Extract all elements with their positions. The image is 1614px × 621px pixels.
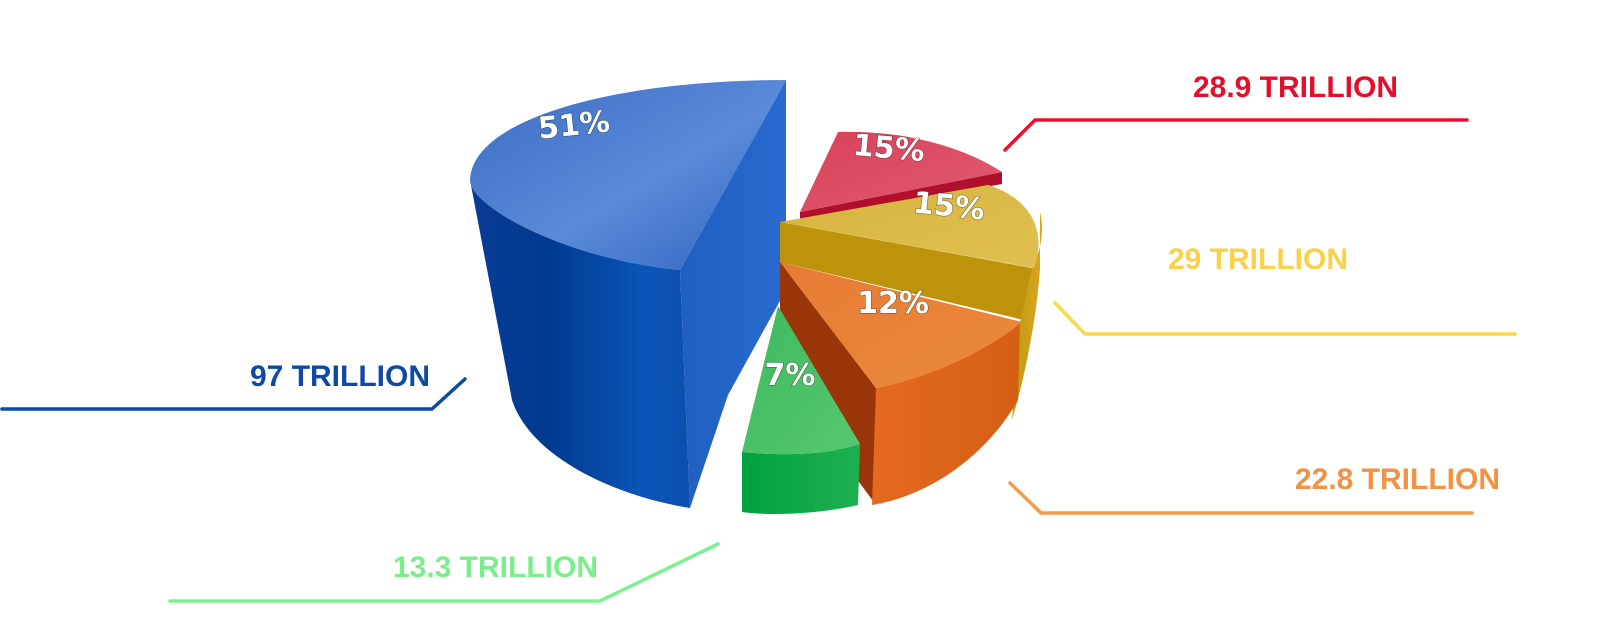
slice-orange-percent: 12% xyxy=(857,286,929,321)
orange-value-label: 22.8 TRILLION xyxy=(1295,463,1500,496)
blue-value-label: 97 TRILLION xyxy=(250,360,430,393)
slice-orange-top xyxy=(780,262,1022,388)
slice-blue-top xyxy=(470,80,786,270)
slice-blue-percent: 51% xyxy=(536,104,611,146)
slice-red-side xyxy=(800,172,1002,220)
slice-yellow: 15% xyxy=(780,185,1042,420)
slice-blue-side xyxy=(470,180,690,508)
slice-blue-cut-face xyxy=(680,80,786,508)
yellow-leader-line xyxy=(1053,301,1517,336)
red-value-label: 28.9 TRILLION xyxy=(1193,71,1398,104)
orange-leader-line xyxy=(1008,481,1474,515)
slice-red-top xyxy=(800,131,1002,212)
slice-green: 7% xyxy=(742,306,860,514)
green-value-label: 13.3 TRILLION xyxy=(393,551,598,584)
slice-blue: 51% xyxy=(470,80,786,508)
slice-yellow-front xyxy=(780,222,1032,322)
slice-green-percent: 7% xyxy=(765,358,816,393)
slice-yellow-top xyxy=(780,185,1039,268)
slice-green-side xyxy=(742,444,860,514)
slice-red: 15% xyxy=(800,127,1002,220)
green-leader-line xyxy=(168,542,720,603)
blue-leader-line xyxy=(0,377,467,411)
yellow-value-label: 29 TRILLION xyxy=(1168,243,1348,276)
slice-orange-side xyxy=(872,322,1020,505)
slice-yellow-percent: 15% xyxy=(911,185,986,227)
slice-green-top xyxy=(742,306,860,455)
slice-red-percent: 15% xyxy=(852,128,927,169)
red-leader-line xyxy=(1003,118,1469,152)
